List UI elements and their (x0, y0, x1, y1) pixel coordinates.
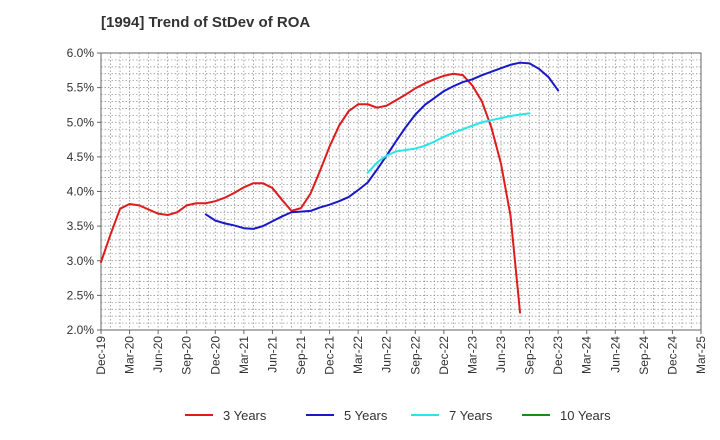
series-line-5-years (204, 61, 560, 230)
y-tick-label: 5.5% (67, 81, 95, 95)
x-tick-label: Sep-23 (523, 336, 537, 375)
x-tick-label: Mar-22 (351, 336, 365, 374)
x-tick-label: Dec-22 (437, 336, 451, 375)
x-tick-label: Sep-21 (294, 336, 308, 375)
y-tick-label: 4.5% (67, 150, 95, 164)
x-tick-label: Dec-20 (208, 336, 222, 375)
x-tick-label: Dec-19 (94, 336, 108, 375)
legend-label-10-years: 10 Years (560, 408, 611, 423)
legend-label-3-years: 3 Years (223, 408, 267, 423)
legend: 3 Years 5 Years 7 Years 10 Years (185, 408, 611, 423)
x-tick-label: Jun-20 (151, 336, 165, 373)
x-tick-label: Mar-20 (123, 336, 137, 374)
y-axis-ticks: 6.0% 5.5% 5.0% 4.5% 4.0% 3.5% 3.0% 2.5% 2.0% (67, 46, 101, 337)
x-tick-label: Jun-24 (608, 336, 622, 373)
y-tick-label: 5.0% (67, 115, 95, 129)
series-line-3-years (100, 72, 522, 314)
y-tick-label: 3.0% (67, 254, 95, 268)
y-tick-label: 3.5% (67, 219, 95, 233)
plot-area (101, 53, 701, 330)
x-tick-label: Sep-20 (180, 336, 194, 375)
series-lines (100, 61, 560, 314)
series-line-7-years (366, 112, 531, 174)
x-tick-label: Jun-21 (265, 336, 279, 373)
grid-lines (101, 53, 701, 330)
y-tick-label: 2.0% (67, 323, 95, 337)
x-tick-label: Dec-21 (323, 336, 337, 375)
x-tick-label: Sep-24 (637, 336, 651, 375)
x-tick-label: Jun-22 (380, 336, 394, 373)
y-tick-label: 6.0% (67, 46, 95, 60)
legend-label-7-years: 7 Years (449, 408, 493, 423)
legend-label-5-years: 5 Years (344, 408, 388, 423)
y-tick-label: 4.0% (67, 185, 95, 199)
x-axis-ticks: Dec-19 Mar-20 Jun-20 Sep-20 Dec-20 Mar-21 Jun-… (94, 330, 708, 375)
x-tick-label: Mar-25 (694, 336, 708, 374)
x-tick-label: Mar-23 (465, 336, 479, 374)
x-tick-label: Dec-24 (665, 336, 679, 375)
x-tick-label: Dec-23 (551, 336, 565, 375)
x-tick-label: Mar-24 (580, 336, 594, 374)
x-tick-label: Sep-22 (408, 336, 422, 375)
y-tick-label: 2.5% (67, 288, 95, 302)
x-tick-label: Jun-23 (494, 336, 508, 373)
x-tick-label: Mar-21 (237, 336, 251, 374)
chart-title: [1994] Trend of StDev of ROA (101, 14, 311, 31)
